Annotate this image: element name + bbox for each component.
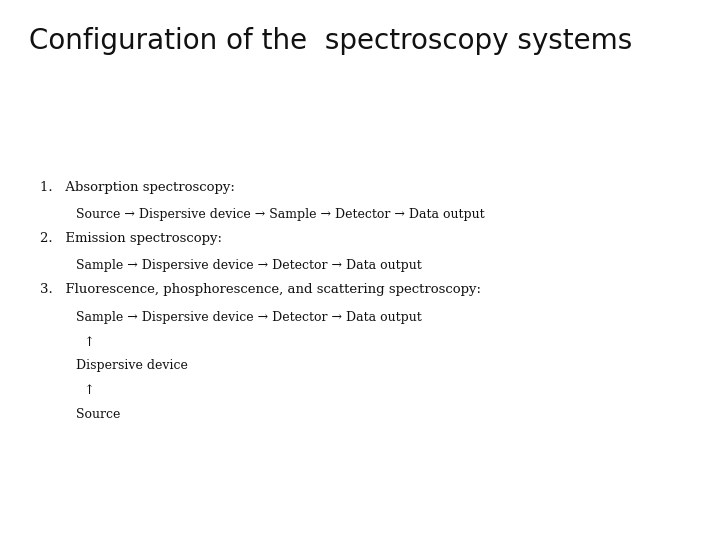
Text: Sample → Dispersive device → Detector → Data output: Sample → Dispersive device → Detector → … xyxy=(76,259,421,272)
Text: ↑: ↑ xyxy=(83,336,94,349)
Text: Source: Source xyxy=(76,408,120,421)
Text: Configuration of the  spectroscopy systems: Configuration of the spectroscopy system… xyxy=(29,27,632,55)
Text: 3.   Fluorescence, phosphorescence, and scattering spectroscopy:: 3. Fluorescence, phosphorescence, and sc… xyxy=(40,284,481,296)
Text: 1.   Absorption spectroscopy:: 1. Absorption spectroscopy: xyxy=(40,181,235,194)
Text: ↑: ↑ xyxy=(83,384,94,397)
Text: 2.   Emission spectroscopy:: 2. Emission spectroscopy: xyxy=(40,232,222,245)
Text: Sample → Dispersive device → Detector → Data output: Sample → Dispersive device → Detector → … xyxy=(76,310,421,323)
Text: Dispersive device: Dispersive device xyxy=(76,359,187,372)
Text: Source → Dispersive device → Sample → Detector → Data output: Source → Dispersive device → Sample → De… xyxy=(76,208,485,221)
